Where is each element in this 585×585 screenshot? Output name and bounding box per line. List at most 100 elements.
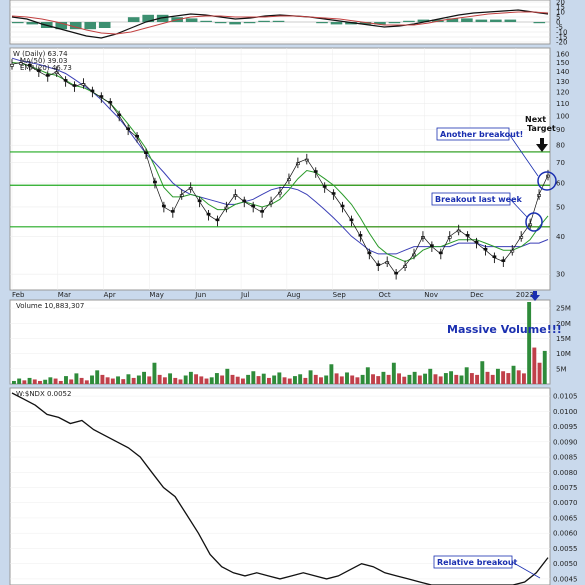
volume-bar [313, 374, 318, 384]
volume-bar [157, 374, 162, 384]
volume-bar [506, 373, 511, 384]
macd-tick-label: 15 [556, 4, 565, 12]
annotation-another-breakout: Another breakout! [440, 130, 523, 139]
volume-bar [266, 377, 271, 384]
callout-line-another [508, 133, 539, 177]
volume-bar [240, 378, 245, 384]
volume-bar [220, 375, 225, 384]
volume-bar [204, 378, 209, 384]
breakout-circle-upper [537, 171, 557, 191]
volume-bar [412, 371, 417, 384]
price-tick-label: 150 [556, 59, 569, 67]
volume-bar [532, 347, 537, 384]
volume-bar [365, 367, 370, 384]
volume-bar [381, 371, 386, 384]
volume-bar [95, 370, 100, 384]
volume-bar [136, 375, 141, 384]
volume-bar [121, 379, 126, 384]
volume-bar [17, 378, 22, 384]
volume-bar [74, 373, 79, 384]
volume-bar [527, 302, 532, 384]
volume-bar [386, 374, 391, 384]
macd-histogram-bar [55, 22, 68, 30]
macd-histogram-bar [403, 20, 415, 22]
macd-histogram-bar [26, 22, 39, 25]
volume-bar [407, 374, 412, 384]
price-tick-label: 140 [556, 68, 569, 76]
volume-panel [9, 299, 551, 385]
volume-bar [69, 379, 74, 384]
volume-bar [542, 350, 547, 384]
volume-bar [251, 371, 256, 384]
volume-bar [319, 377, 323, 384]
volume-bar [162, 377, 167, 384]
macd-histogram-bar [272, 20, 285, 22]
volume-bar [105, 377, 110, 384]
volume-bar [480, 361, 485, 384]
volume-bar [371, 374, 375, 384]
volume-bar [433, 374, 438, 384]
macd-line [11, 9, 549, 39]
macd-histogram-bar [12, 22, 24, 24]
macd-histogram-bar [490, 19, 502, 22]
macd-histogram-bar [84, 22, 97, 30]
volume-bar [449, 371, 454, 384]
volume-bar [324, 375, 329, 384]
volume-bar [199, 376, 204, 384]
macd-tick-label: -5 [556, 24, 563, 32]
volume-bar [147, 376, 152, 384]
x-tick-label: Apr [104, 291, 116, 299]
volume-bar [246, 374, 251, 384]
macd-histogram-bar [446, 18, 459, 22]
volume-bar [350, 375, 355, 384]
x-tick-label: Jun [194, 291, 206, 299]
volume-bar [402, 376, 407, 384]
chart-marks [10, 9, 550, 585]
volume-bar [495, 368, 500, 384]
x-tick-label: May [149, 291, 163, 299]
volume-bar [100, 374, 105, 384]
macd-tick-label: 5 [556, 14, 560, 22]
macd-histogram-bar [229, 22, 241, 25]
x-tick-label: Nov [424, 291, 438, 299]
volume-bar [194, 374, 199, 384]
macd-tick-label: 20 [556, 0, 565, 7]
volume-bar [230, 374, 235, 384]
volume-bar [84, 380, 89, 384]
x-tick-label: Oct [378, 291, 390, 299]
volume-bar [521, 373, 526, 384]
ratio-tick-label: 0.0105 [553, 393, 578, 401]
arrow-down-icon [536, 138, 548, 152]
volume-bar [438, 376, 443, 384]
volume-tick-label: 10M [556, 350, 571, 358]
volume-bar [38, 380, 42, 384]
macd-histogram-bar [345, 22, 357, 25]
annotation-breakout-last-week: Breakout last week [435, 195, 523, 204]
macd-tick-label: 0 [556, 19, 560, 27]
price-tick-label: 70 [556, 159, 565, 167]
volume-bar [293, 376, 297, 384]
volume-bar [256, 376, 261, 384]
volume-bar [501, 371, 506, 384]
ratio-tick-label: 0.0065 [553, 514, 578, 522]
volume-bar [22, 380, 27, 384]
ratio-tick-label: 0.0060 [553, 530, 578, 538]
volume-tick-label: 15M [556, 335, 571, 343]
annotation-next-target-line1: Next [525, 115, 546, 124]
ratio-tick-label: 0.0070 [553, 499, 578, 507]
volume-bar [376, 376, 381, 384]
macd-histogram-bar [200, 20, 212, 22]
volume-bar [79, 377, 84, 384]
ratio-tick-label: 0.0080 [553, 469, 578, 477]
volume-bar [459, 375, 464, 384]
x-tick-label: Aug [287, 291, 301, 299]
ratio-tick-label: 0.0045 [553, 575, 578, 583]
price-tick-label: 160 [556, 51, 569, 59]
macd-histogram-bar [69, 22, 82, 30]
volume-legend: Volume 10,883,307 [16, 302, 84, 310]
macd-histogram-bar [316, 22, 328, 24]
volume-bar [511, 365, 516, 384]
price-tick-label: 90 [556, 126, 565, 134]
volume-bar [178, 379, 183, 384]
